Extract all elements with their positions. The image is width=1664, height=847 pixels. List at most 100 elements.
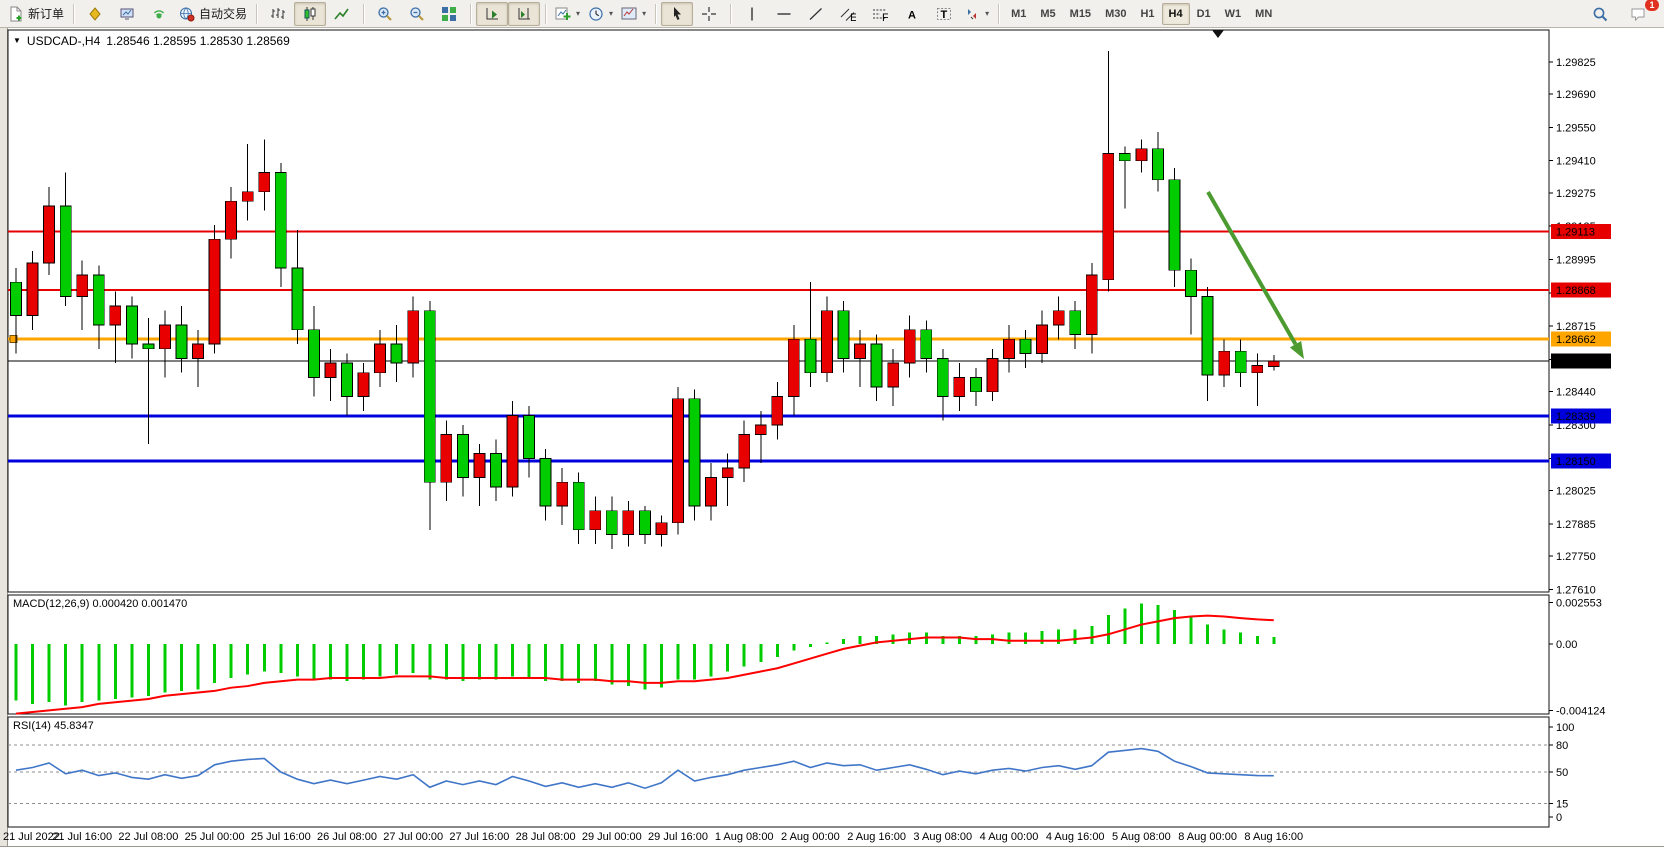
rsi-indicator-label: RSI(14) 45.8347 <box>13 720 94 732</box>
toolbar-separator <box>363 3 365 24</box>
timeframe-button-m15[interactable]: M15 <box>1069 7 1092 20</box>
toolbar-button-periods[interactable]: ▾ <box>584 2 617 26</box>
candle-body <box>473 453 486 478</box>
search-icon <box>1593 7 1608 21</box>
toolbar-button-vertical-line[interactable] <box>736 2 768 26</box>
toolbar-button-arrows[interactable]: ▾ <box>960 2 993 26</box>
toolbar-button-crosshair[interactable] <box>693 2 725 26</box>
timeframe-button-m1[interactable]: M1 <box>1011 7 1027 20</box>
toolbar-button-autotrade-globe[interactable]: 自动交易 <box>175 2 251 26</box>
toolbar-button-tile-windows[interactable] <box>433 2 465 26</box>
toolbar-separator <box>730 3 732 24</box>
svg-text:T: T <box>941 9 948 21</box>
periods-icon <box>589 6 603 21</box>
toolbar-button-trendline[interactable] <box>800 2 832 26</box>
timeframe-button-mn[interactable]: MN <box>1255 7 1273 20</box>
candle-body <box>754 424 767 435</box>
candle-body <box>1019 338 1032 355</box>
market-watch-icon <box>120 8 134 19</box>
timeframe-button-w1[interactable]: W1 <box>1224 7 1242 20</box>
time-axis-label: 8 Aug 16:00 <box>1244 831 1303 843</box>
toolbar-button-cursor[interactable] <box>661 1 694 26</box>
toolbar-button-chart-shift[interactable] <box>508 1 541 26</box>
toolbar-button-label: 自动交易 <box>199 7 248 21</box>
trend-arrow[interactable] <box>1206 191 1304 359</box>
toolbar-button-chat[interactable]: 1 <box>1622 0 1659 26</box>
time-axis-label: 27 Jul 16:00 <box>449 831 509 843</box>
candle-body <box>705 477 717 507</box>
axis-tick-label: 100 <box>1556 722 1574 734</box>
main-panel-frame <box>7 29 1550 593</box>
toolbar-button-templates[interactable]: ▾ <box>617 2 650 26</box>
toolbar-button-text[interactable]: A <box>896 2 928 26</box>
horizontal-line-icon <box>777 12 791 15</box>
toolbar-button-candlestick[interactable] <box>294 1 327 26</box>
candle-body <box>1201 296 1214 376</box>
candle-body <box>854 343 866 359</box>
toolbar-button-market-watch[interactable] <box>111 2 143 26</box>
toolbar-button-text-label[interactable]: T <box>928 2 960 26</box>
price-line-label: 1.28662 <box>1551 331 1611 347</box>
toolbar-button-auto-scroll[interactable] <box>476 1 509 26</box>
chevron-down-icon[interactable]: ▾ <box>609 9 614 18</box>
price-axis[interactable]: 1.29825 1.29690 1.29550 1.29410 1.29275 1.291… <box>1549 57 1611 596</box>
line-selection-handle[interactable] <box>9 334 18 343</box>
candle-body <box>1234 350 1247 374</box>
candle-body <box>258 172 271 193</box>
candle-body <box>655 522 668 535</box>
chevron-down-icon[interactable]: ▾ <box>642 9 647 18</box>
candle-body <box>1085 274 1098 335</box>
zoom-out-icon <box>410 6 424 21</box>
time-axis-label: 4 Aug 00:00 <box>980 831 1039 843</box>
candle-body <box>274 172 287 269</box>
svg-text:1.28150: 1.28150 <box>1556 456 1596 468</box>
axis-tick-label: 1.29275 <box>1556 188 1596 200</box>
axis-tick-label: 50 <box>1556 767 1568 779</box>
toolbar-button-new-order[interactable]: 新订单 <box>4 2 68 26</box>
chart-canvas[interactable]: 1.29825 1.29690 1.29550 1.29410 1.29275 1.291… <box>0 28 1664 847</box>
candle-body <box>672 398 684 524</box>
macd-panel: 0.002553 0.00 -0.004124 <box>14 598 1606 718</box>
toolbar-button-line-chart[interactable] <box>326 2 358 26</box>
timeframe-button-m30[interactable]: M30 <box>1105 7 1127 20</box>
timeframe-button-h4[interactable]: H4 <box>1161 2 1190 25</box>
toolbar-button-indicators[interactable]: ▾ <box>551 2 584 26</box>
toolbar-button-quotes[interactable] <box>79 2 111 26</box>
toolbar-button-fibonacci[interactable]: F <box>864 2 896 26</box>
time-axis-label: 2 Aug 00:00 <box>781 831 840 843</box>
timeframe-button-m5[interactable]: M5 <box>1040 7 1056 20</box>
chevron-down-icon[interactable]: ▾ <box>985 9 990 18</box>
window-left-edge <box>0 28 7 847</box>
chevron-down-icon[interactable]: ▾ <box>576 9 581 18</box>
candlestick-icon <box>304 6 316 21</box>
toolbar-separator <box>545 3 547 24</box>
candle-body <box>887 362 900 388</box>
toolbar-button-search[interactable] <box>1584 2 1616 26</box>
toolbar-button-equidistant-channel[interactable]: E <box>832 2 864 26</box>
bar-chart-icon <box>271 7 286 19</box>
candle-body <box>589 510 602 531</box>
candle-body <box>1118 153 1131 162</box>
time-axis-label: 21 Jul 16:00 <box>52 831 112 843</box>
timeframe-button-h1[interactable]: H1 <box>1140 7 1155 20</box>
candle-body <box>1102 153 1115 281</box>
price-line-label: 1.28150 <box>1551 453 1611 469</box>
candle-body <box>26 262 39 316</box>
chart-window[interactable]: 1.29825 1.29690 1.29550 1.29410 1.29275 1.291… <box>0 28 1664 847</box>
candle-body <box>307 329 320 378</box>
toolbar-button-zoom-in[interactable] <box>369 2 401 26</box>
cursor-icon <box>674 6 682 20</box>
toolbar-button-zoom-out[interactable] <box>401 2 433 26</box>
collapse-triangle-icon[interactable]: ▼ <box>13 36 21 45</box>
toolbar-button-bar-chart[interactable] <box>262 2 294 26</box>
toolbar-button-signals[interactable] <box>143 2 175 26</box>
toolbar-button-horizontal-line[interactable] <box>768 2 800 26</box>
candle-body <box>1168 179 1181 271</box>
timeframe-button-d1[interactable]: D1 <box>1196 7 1211 20</box>
candle-body <box>622 510 635 535</box>
candle-body <box>440 434 453 483</box>
templates-icon <box>621 7 637 19</box>
time-axis-label: 25 Jul 16:00 <box>251 831 311 843</box>
axis-tick-label: -0.004124 <box>1556 706 1606 718</box>
